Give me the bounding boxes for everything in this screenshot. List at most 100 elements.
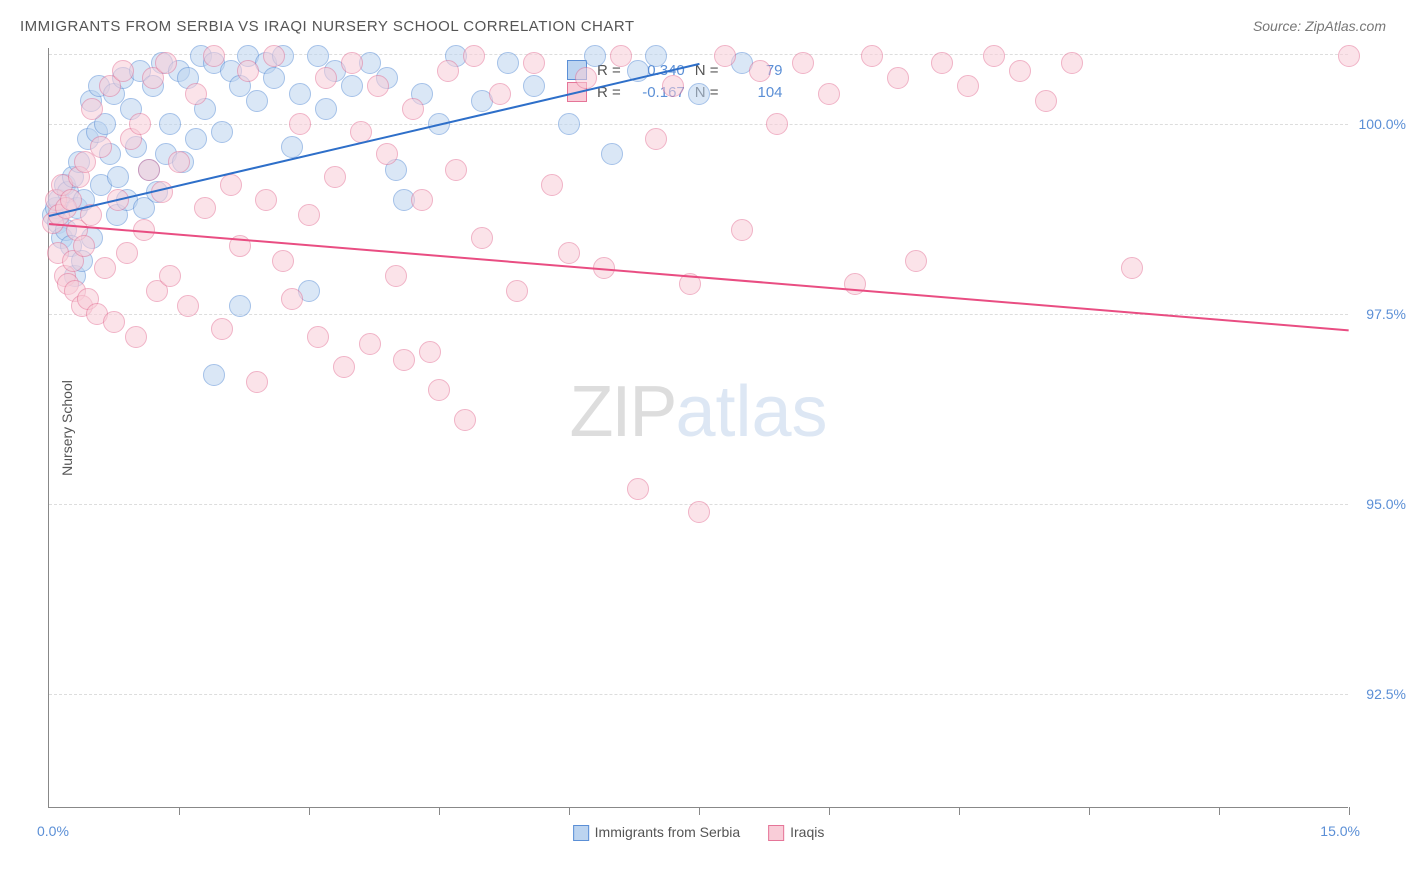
x-tick — [1089, 807, 1090, 815]
data-point-iraqis — [454, 409, 476, 431]
data-point-serbia — [185, 128, 207, 150]
scatter-plot-area: Nursery School ZIPatlas R = 0.340 N = 79… — [48, 48, 1348, 808]
x-tick — [699, 807, 700, 815]
x-tick — [309, 807, 310, 815]
data-point-serbia — [203, 364, 225, 386]
data-point-iraqis — [272, 250, 294, 272]
data-point-iraqis — [255, 189, 277, 211]
data-point-iraqis — [177, 295, 199, 317]
source-value: ZipAtlas.com — [1305, 18, 1386, 34]
data-point-iraqis — [818, 83, 840, 105]
data-point-iraqis — [489, 83, 511, 105]
data-point-iraqis — [289, 113, 311, 135]
data-point-iraqis — [983, 45, 1005, 67]
watermark-part1: ZIP — [569, 372, 675, 452]
x-tick — [1219, 807, 1220, 815]
data-point-iraqis — [307, 326, 329, 348]
data-point-iraqis — [402, 98, 424, 120]
data-point-iraqis — [125, 326, 147, 348]
data-point-iraqis — [324, 166, 346, 188]
x-axis-min-label: 0.0% — [37, 823, 69, 839]
data-point-iraqis — [298, 204, 320, 226]
source-label: Source: — [1253, 18, 1305, 34]
data-point-iraqis — [792, 52, 814, 74]
source-attribution: Source: ZipAtlas.com — [1253, 18, 1386, 34]
data-point-iraqis — [138, 159, 160, 181]
data-point-serbia — [211, 121, 233, 143]
x-tick — [569, 807, 570, 815]
data-point-iraqis — [246, 371, 268, 393]
x-tick — [1349, 807, 1350, 815]
data-point-iraqis — [731, 219, 753, 241]
gridline-h — [49, 124, 1348, 125]
watermark: ZIPatlas — [569, 371, 827, 453]
x-axis-max-label: 15.0% — [1320, 823, 1360, 839]
data-point-iraqis — [112, 60, 134, 82]
data-point-serbia — [688, 83, 710, 105]
y-tick-label: 97.5% — [1366, 306, 1406, 322]
data-point-iraqis — [766, 113, 788, 135]
data-point-iraqis — [627, 478, 649, 500]
data-point-serbia — [107, 166, 129, 188]
data-point-serbia — [315, 98, 337, 120]
data-point-iraqis — [220, 174, 242, 196]
data-point-iraqis — [129, 113, 151, 135]
gridline-h — [49, 694, 1348, 695]
x-tick — [439, 807, 440, 815]
legend-swatch-icon — [573, 825, 589, 841]
legend-swatch-icon — [768, 825, 784, 841]
y-tick-label: 100.0% — [1359, 116, 1406, 132]
legend-item-serbia: Immigrants from Serbia — [573, 824, 740, 841]
y-tick-label: 95.0% — [1366, 496, 1406, 512]
data-point-serbia — [229, 295, 251, 317]
data-point-iraqis — [385, 265, 407, 287]
data-point-iraqis — [73, 235, 95, 257]
data-point-iraqis — [931, 52, 953, 74]
data-point-iraqis — [393, 349, 415, 371]
y-tick-label: 92.5% — [1366, 686, 1406, 702]
data-point-serbia — [289, 83, 311, 105]
data-point-iraqis — [90, 136, 112, 158]
data-point-iraqis — [116, 242, 138, 264]
series-legend: Immigrants from Serbia Iraqis — [573, 824, 825, 841]
data-point-iraqis — [463, 45, 485, 67]
legend-label-iraqis: Iraqis — [790, 824, 824, 840]
data-point-iraqis — [367, 75, 389, 97]
data-point-serbia — [341, 75, 363, 97]
data-point-iraqis — [1121, 257, 1143, 279]
data-point-iraqis — [523, 52, 545, 74]
chart-title: IMMIGRANTS FROM SERBIA VS IRAQI NURSERY … — [20, 18, 635, 35]
data-point-iraqis — [211, 318, 233, 340]
data-point-iraqis — [437, 60, 459, 82]
data-point-serbia — [584, 45, 606, 67]
legend-item-iraqis: Iraqis — [768, 824, 824, 841]
data-point-iraqis — [185, 83, 207, 105]
data-point-serbia — [281, 136, 303, 158]
x-tick — [179, 807, 180, 815]
data-point-iraqis — [168, 151, 190, 173]
legend-n-value-iraqis: 104 — [729, 84, 783, 101]
data-point-iraqis — [159, 265, 181, 287]
data-point-iraqis — [905, 250, 927, 272]
x-tick — [959, 807, 960, 815]
data-point-iraqis — [749, 60, 771, 82]
data-point-iraqis — [203, 45, 225, 67]
data-point-iraqis — [445, 159, 467, 181]
data-point-iraqis — [281, 288, 303, 310]
data-point-iraqis — [688, 501, 710, 523]
data-point-iraqis — [428, 379, 450, 401]
data-point-iraqis — [558, 242, 580, 264]
data-point-iraqis — [155, 52, 177, 74]
data-point-iraqis — [957, 75, 979, 97]
data-point-iraqis — [645, 128, 667, 150]
data-point-iraqis — [359, 333, 381, 355]
data-point-serbia — [159, 113, 181, 135]
data-point-serbia — [645, 45, 667, 67]
legend-label-serbia: Immigrants from Serbia — [595, 824, 740, 840]
data-point-iraqis — [194, 197, 216, 219]
data-point-iraqis — [861, 45, 883, 67]
data-point-iraqis — [411, 189, 433, 211]
data-point-serbia — [523, 75, 545, 97]
data-point-iraqis — [103, 311, 125, 333]
data-point-serbia — [246, 90, 268, 112]
